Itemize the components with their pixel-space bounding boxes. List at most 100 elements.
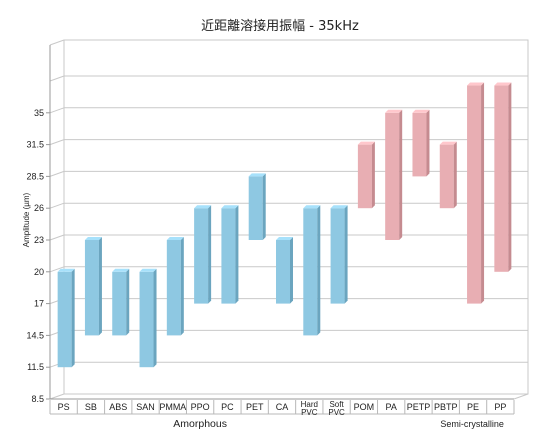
range-bar-front bbox=[467, 85, 482, 304]
range-bar-san bbox=[139, 268, 157, 368]
gridline-side bbox=[49, 75, 65, 82]
range-bar-pet bbox=[248, 173, 266, 240]
range-bar-top bbox=[248, 173, 266, 177]
gridline-side bbox=[49, 202, 65, 209]
x-tick-label: PMMA bbox=[159, 402, 186, 412]
range-bar-front bbox=[248, 176, 263, 240]
range-bar-front bbox=[303, 208, 318, 336]
range-bar-side bbox=[426, 109, 430, 177]
x-tick-label: ABS bbox=[109, 402, 127, 412]
x-tick-label: PET bbox=[246, 402, 264, 412]
y-tick-label: 23 bbox=[34, 235, 44, 245]
range-bar-ppo bbox=[194, 205, 212, 304]
group-label-amorphous: Amorphous bbox=[173, 418, 227, 430]
side-wall-top bbox=[49, 39, 65, 46]
y-tick-label: 11.5 bbox=[27, 362, 44, 372]
range-bar-pbtp bbox=[439, 141, 457, 209]
grid-layer bbox=[49, 39, 529, 400]
y-tick-label: 28.5 bbox=[26, 171, 44, 181]
x-tick-label: PA bbox=[386, 402, 397, 412]
x-tick-label: PP bbox=[494, 402, 506, 412]
x-tick-label: SAN bbox=[136, 402, 155, 412]
floor-edge bbox=[513, 393, 529, 400]
x-tick-label: PPO bbox=[191, 402, 210, 412]
range-bar-pom bbox=[357, 141, 375, 209]
x-tick-label: Hard PVC bbox=[301, 400, 318, 417]
range-bar-side bbox=[371, 141, 375, 209]
y-tick-label: 31.5 bbox=[26, 140, 44, 150]
gridline-side bbox=[49, 139, 65, 146]
gridline-side bbox=[49, 393, 65, 400]
gridline-side bbox=[49, 107, 65, 114]
y-tick-label: 14.5 bbox=[26, 330, 44, 340]
y-tick-label: 20 bbox=[34, 267, 44, 277]
range-bar-front bbox=[412, 112, 427, 177]
axis-layer: 8.5 11.5 14.5 17 20 23 26 28.5 31.5 35 PS SB ABS SAN P… bbox=[26, 45, 515, 430]
range-bar-pc bbox=[221, 205, 239, 304]
range-bar-front bbox=[385, 112, 400, 240]
range-bar-top bbox=[194, 205, 212, 209]
range-bar-front bbox=[494, 85, 509, 272]
range-bar-side bbox=[153, 268, 157, 368]
x-tick-label: PE bbox=[467, 402, 479, 412]
range-bar-hard-pvc bbox=[303, 205, 321, 336]
range-bar-abs bbox=[112, 268, 130, 336]
range-bar-pmma bbox=[166, 237, 184, 336]
y-tick-label: 8.5 bbox=[31, 394, 44, 404]
x-tick-label: POM bbox=[354, 402, 375, 412]
x-tick-label-line: Hard bbox=[301, 400, 318, 409]
range-bar-side bbox=[344, 205, 348, 304]
range-bar-side bbox=[317, 205, 321, 336]
range-bar-top bbox=[494, 82, 512, 86]
range-bar-front bbox=[194, 208, 209, 304]
chart-title: 近距離溶接用振幅 - 35kHz bbox=[201, 18, 359, 34]
range-bar-side bbox=[71, 268, 75, 368]
range-bar-top bbox=[84, 237, 102, 240]
gridline-side bbox=[49, 266, 65, 273]
range-bar-side bbox=[290, 237, 293, 304]
range-bar-side bbox=[262, 173, 266, 240]
range-bar-front bbox=[112, 271, 127, 336]
range-bar-top bbox=[357, 141, 375, 145]
group-label-semi-crystalline: Semi-crystalline bbox=[440, 419, 504, 429]
range-bar-front bbox=[221, 208, 236, 304]
range-bar-top bbox=[221, 205, 239, 209]
x-tick-label-line: PVC bbox=[328, 408, 345, 417]
range-bar-sb bbox=[84, 237, 102, 336]
gridline-side bbox=[49, 234, 65, 241]
x-tick-label: PC bbox=[221, 402, 234, 412]
range-bar-top bbox=[330, 205, 348, 209]
plot-back-wall bbox=[63, 39, 529, 395]
range-bar-ps bbox=[57, 268, 75, 368]
x-tick-label: PETP bbox=[407, 402, 431, 412]
x-tick-label: Soft PVC bbox=[328, 400, 345, 417]
range-bar-side bbox=[180, 237, 184, 336]
range-bar-side bbox=[481, 82, 485, 304]
range-bar-top bbox=[112, 268, 130, 272]
range-bar-top bbox=[57, 268, 75, 272]
range-bar-side bbox=[399, 109, 403, 240]
x-tick-label-line: PVC bbox=[301, 408, 318, 417]
range-bar-top bbox=[139, 268, 157, 272]
range-bar-top bbox=[303, 205, 321, 209]
range-bar-side bbox=[508, 82, 512, 272]
range-bar-front bbox=[276, 240, 290, 304]
range-bar-pe bbox=[467, 82, 485, 304]
range-bar-side bbox=[235, 205, 239, 304]
y-tick-label: 17 bbox=[34, 299, 44, 309]
x-tick-label: SB bbox=[85, 402, 97, 412]
range-bar-pa bbox=[385, 109, 403, 240]
y-tick-label: 26 bbox=[34, 203, 44, 213]
y-axis-title: Amplitude (µm) bbox=[22, 192, 31, 247]
x-tick-label: CA bbox=[276, 402, 289, 412]
x-tick-label-line: Soft bbox=[329, 400, 344, 409]
range-bar-top bbox=[439, 141, 457, 145]
range-bar-front bbox=[330, 208, 345, 304]
range-bar-top bbox=[412, 109, 430, 113]
range-bar-side bbox=[98, 237, 102, 336]
range-bar-pp bbox=[494, 82, 512, 272]
range-bar-side bbox=[208, 205, 212, 304]
range-bar-front bbox=[84, 240, 99, 336]
